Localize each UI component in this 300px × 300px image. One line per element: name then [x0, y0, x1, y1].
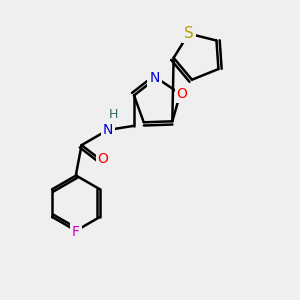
Text: H: H [109, 108, 118, 121]
Text: N: N [103, 123, 113, 137]
Text: O: O [98, 152, 109, 166]
Text: F: F [72, 225, 80, 238]
Text: S: S [184, 26, 194, 41]
Text: N: N [149, 71, 160, 85]
Text: O: O [177, 87, 188, 101]
